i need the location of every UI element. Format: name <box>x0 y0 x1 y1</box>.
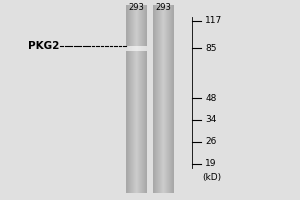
Text: 85: 85 <box>205 44 217 53</box>
Bar <box>138 5 139 193</box>
Bar <box>161 5 162 193</box>
Bar <box>163 5 164 193</box>
Bar <box>165 5 166 193</box>
Bar <box>143 5 144 193</box>
Bar <box>126 5 127 193</box>
Bar <box>166 5 167 193</box>
Bar <box>128 46 129 51</box>
Bar <box>143 46 144 51</box>
Text: 293: 293 <box>129 3 145 12</box>
Text: 117: 117 <box>205 16 223 25</box>
Text: 48: 48 <box>205 94 217 103</box>
Bar <box>145 5 146 193</box>
Bar <box>140 5 141 193</box>
Bar <box>134 5 135 193</box>
Bar <box>159 5 160 193</box>
Bar <box>153 5 154 193</box>
Bar <box>135 46 136 51</box>
Bar <box>170 5 171 193</box>
Bar <box>144 46 145 51</box>
Text: 293: 293 <box>155 3 171 12</box>
Bar <box>164 5 165 193</box>
Text: 34: 34 <box>205 115 217 124</box>
Bar <box>137 5 138 193</box>
Bar <box>133 46 134 51</box>
Bar <box>131 46 132 51</box>
Bar <box>155 5 156 193</box>
Bar <box>134 46 135 51</box>
Bar <box>132 5 133 193</box>
Bar <box>142 5 143 193</box>
Bar <box>130 5 131 193</box>
Bar <box>154 5 155 193</box>
Text: 26: 26 <box>205 137 217 146</box>
Text: PKG2: PKG2 <box>28 41 59 51</box>
Bar <box>133 5 134 193</box>
Bar <box>158 5 159 193</box>
Bar <box>141 46 142 51</box>
Bar <box>171 5 172 193</box>
Bar <box>145 46 146 51</box>
Text: (kD): (kD) <box>202 173 221 182</box>
Bar <box>144 5 145 193</box>
Bar <box>132 46 133 51</box>
Bar <box>157 5 158 193</box>
Bar <box>126 46 127 51</box>
Bar <box>137 46 138 51</box>
Bar <box>160 5 161 193</box>
Bar <box>173 5 174 193</box>
Bar <box>130 46 131 51</box>
Bar <box>168 5 169 193</box>
Bar <box>129 46 130 51</box>
Bar <box>146 5 147 193</box>
Bar <box>140 46 141 51</box>
Text: 19: 19 <box>205 159 217 168</box>
Bar <box>136 5 137 193</box>
Bar <box>167 5 168 193</box>
Bar <box>138 46 139 51</box>
Bar <box>129 5 130 193</box>
Bar <box>169 5 170 193</box>
Bar <box>136 5 137 193</box>
Bar <box>131 5 132 193</box>
Bar <box>136 46 137 51</box>
Bar <box>162 5 163 193</box>
Bar <box>139 5 140 193</box>
Bar <box>172 5 173 193</box>
Bar <box>141 5 142 193</box>
Bar <box>128 5 129 193</box>
Bar <box>127 5 128 193</box>
Bar <box>146 46 147 51</box>
Bar <box>127 46 128 51</box>
Bar <box>142 46 143 51</box>
Bar <box>156 5 157 193</box>
Bar <box>139 46 140 51</box>
Bar <box>135 5 136 193</box>
Bar <box>136 46 137 51</box>
